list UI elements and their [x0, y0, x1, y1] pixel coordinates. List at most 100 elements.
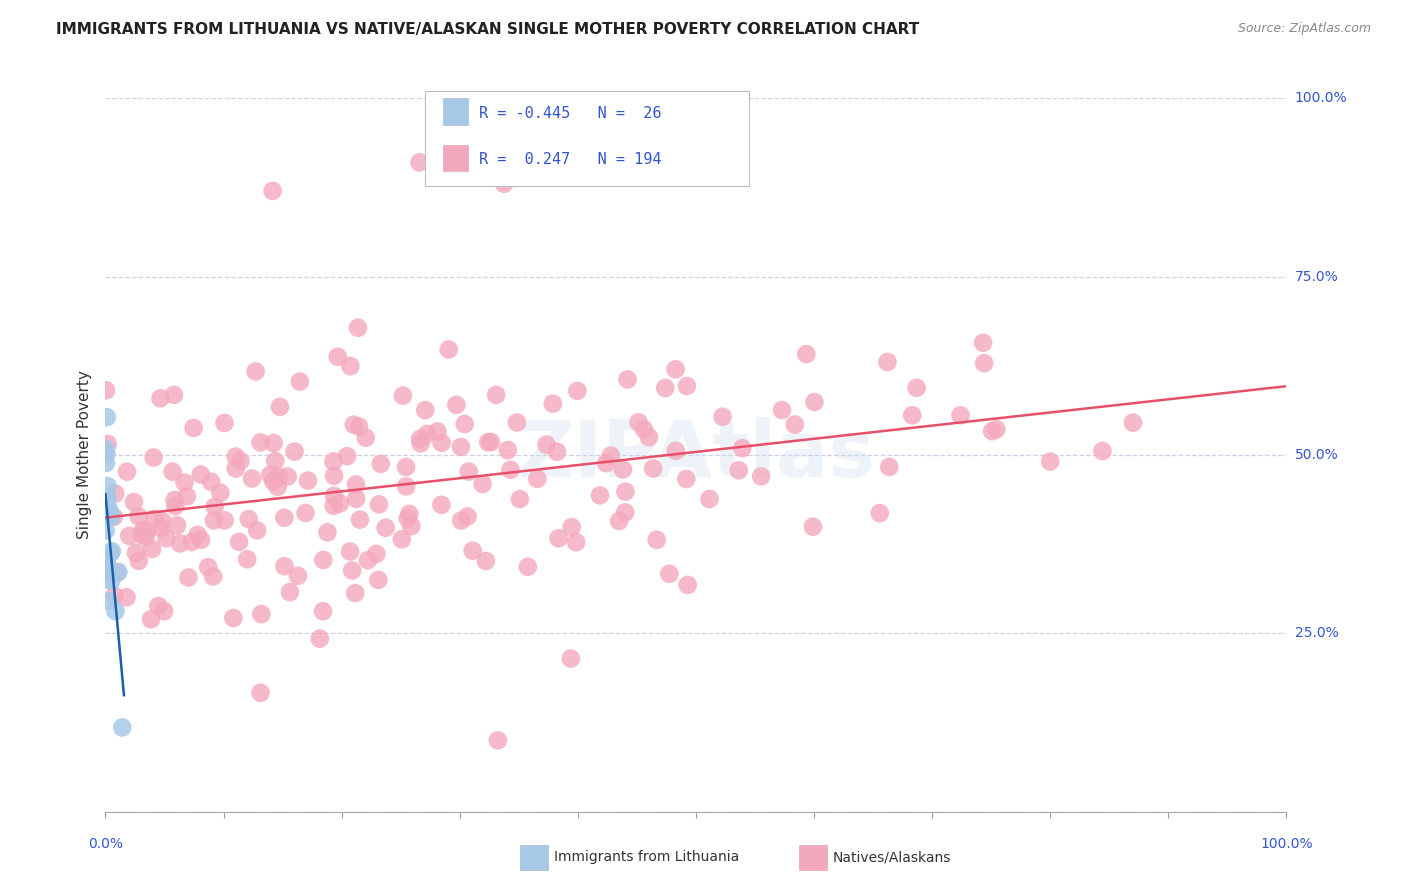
Point — [322, 454, 344, 468]
Point — [699, 491, 721, 506]
Point — [312, 553, 335, 567]
Point — [323, 468, 346, 483]
Point — [437, 343, 460, 357]
Point — [516, 559, 538, 574]
Point — [339, 544, 361, 558]
Point — [368, 497, 391, 511]
Point — [599, 449, 621, 463]
Point — [94, 493, 117, 508]
Point — [496, 443, 519, 458]
Point — [148, 599, 170, 613]
Point — [654, 381, 676, 395]
Point — [901, 409, 924, 423]
Point — [645, 533, 668, 547]
Point — [143, 512, 166, 526]
Point — [430, 498, 453, 512]
Point — [546, 444, 568, 458]
Point — [638, 430, 661, 444]
Point — [249, 435, 271, 450]
Point — [107, 565, 129, 579]
Text: Immigrants from Lithuania: Immigrants from Lithuania — [554, 850, 740, 864]
Point — [259, 467, 281, 482]
Point — [238, 512, 260, 526]
Point — [326, 350, 349, 364]
Point — [477, 435, 499, 450]
Point — [245, 364, 267, 378]
Point — [163, 493, 186, 508]
Point — [949, 409, 972, 423]
Point — [100, 574, 122, 588]
Point — [209, 485, 232, 500]
Text: R = -0.445   N =  26: R = -0.445 N = 26 — [479, 106, 662, 120]
Point — [273, 510, 295, 524]
Point — [269, 400, 291, 414]
Point — [103, 509, 125, 524]
Point — [408, 155, 430, 169]
Point — [986, 422, 1008, 436]
Point — [190, 467, 212, 482]
Point — [222, 611, 245, 625]
Point — [392, 388, 415, 402]
Point — [1122, 416, 1144, 430]
Point — [905, 381, 928, 395]
Point — [97, 479, 120, 493]
Point — [225, 450, 247, 464]
Point — [633, 422, 655, 436]
Point — [96, 508, 118, 523]
Point — [246, 524, 269, 538]
Point — [354, 431, 377, 445]
Point — [727, 463, 749, 477]
Point — [176, 489, 198, 503]
Point — [229, 454, 252, 468]
Point — [616, 372, 638, 386]
Point — [413, 403, 436, 417]
Point — [240, 471, 263, 485]
Point — [731, 441, 754, 455]
Point — [278, 585, 301, 599]
Point — [877, 459, 900, 474]
Point — [101, 509, 124, 524]
Point — [803, 395, 825, 409]
Point — [565, 535, 588, 549]
Point — [595, 456, 617, 470]
Point — [446, 398, 468, 412]
Text: 100.0%: 100.0% — [1295, 91, 1347, 105]
Point — [770, 403, 793, 417]
Point — [131, 528, 153, 542]
Point — [416, 427, 439, 442]
Point — [96, 491, 118, 506]
Point — [94, 456, 117, 470]
Point — [308, 632, 330, 646]
Point — [190, 533, 212, 547]
Point — [262, 184, 284, 198]
Point — [395, 479, 418, 493]
Point — [200, 475, 222, 489]
Point — [486, 733, 509, 747]
Point — [567, 384, 589, 398]
Point — [589, 488, 612, 502]
Point — [96, 572, 118, 586]
Point — [236, 552, 259, 566]
Text: 25.0%: 25.0% — [1295, 626, 1339, 640]
Point — [643, 461, 665, 475]
Point — [711, 409, 734, 424]
Point — [197, 560, 219, 574]
Point — [398, 507, 420, 521]
Point — [344, 477, 367, 491]
Point — [166, 518, 188, 533]
Point — [665, 362, 688, 376]
Text: 100.0%: 100.0% — [1260, 837, 1313, 851]
Point — [94, 384, 117, 398]
Point — [801, 519, 824, 533]
Point — [453, 417, 475, 431]
Point — [461, 543, 484, 558]
Point — [675, 472, 697, 486]
Point — [450, 514, 472, 528]
Point — [479, 435, 502, 450]
Point — [111, 721, 134, 735]
Point — [204, 500, 226, 514]
Point — [509, 492, 531, 507]
Point — [187, 528, 209, 542]
Point — [349, 513, 371, 527]
Point — [202, 514, 225, 528]
